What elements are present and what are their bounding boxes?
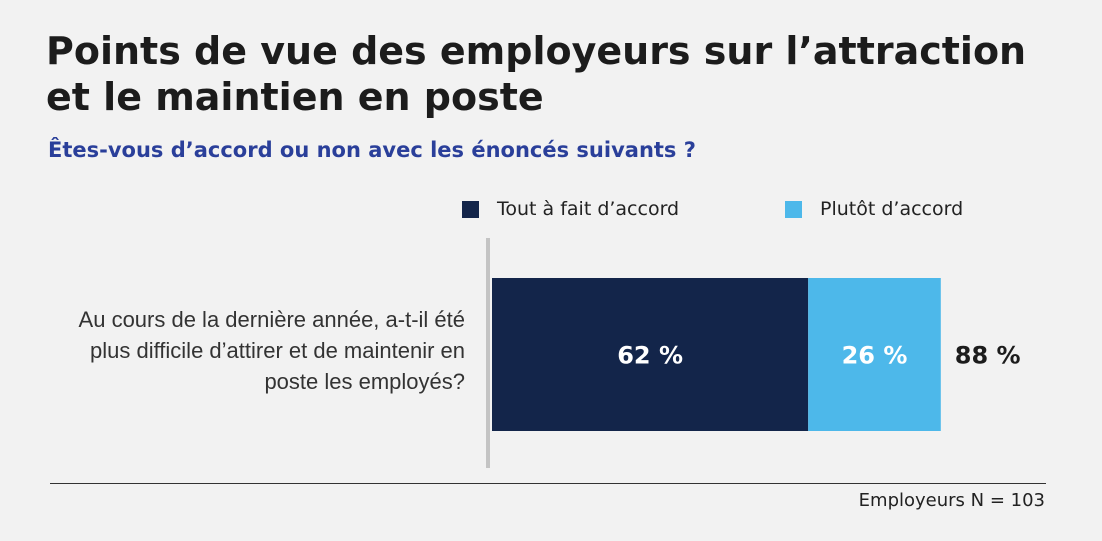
legend-label-plutot: Plutôt d’accord bbox=[820, 198, 964, 220]
chart-subtitle: Êtes-vous d’accord ou non avec les énonc… bbox=[48, 138, 696, 162]
legend-label-tout-a-fait: Tout à fait d’accord bbox=[497, 198, 680, 220]
legend-swatch-dark bbox=[462, 200, 479, 218]
bar-value-label-0: 62 % bbox=[617, 342, 683, 370]
bar-segment-1 bbox=[808, 278, 941, 431]
legend-item-plutot: Plutôt d’accord bbox=[785, 198, 963, 220]
bar-segment-0 bbox=[492, 278, 809, 431]
footer-rule bbox=[50, 483, 1046, 484]
total-value-label: 88 % bbox=[955, 342, 1021, 370]
bar-value-label-1: 26 % bbox=[842, 342, 908, 370]
category-label: Au cours de la dernière année, a-t-il ét… bbox=[78, 307, 465, 394]
category-axis-line bbox=[486, 238, 490, 468]
legend-item-tout-a-fait: Tout à fait d’accord bbox=[462, 198, 679, 220]
sample-size-note: Employeurs N = 103 bbox=[858, 490, 1045, 511]
chart-title: Points de vue des employeurs sur l’attra… bbox=[46, 29, 1027, 119]
legend-swatch-light bbox=[785, 200, 802, 218]
